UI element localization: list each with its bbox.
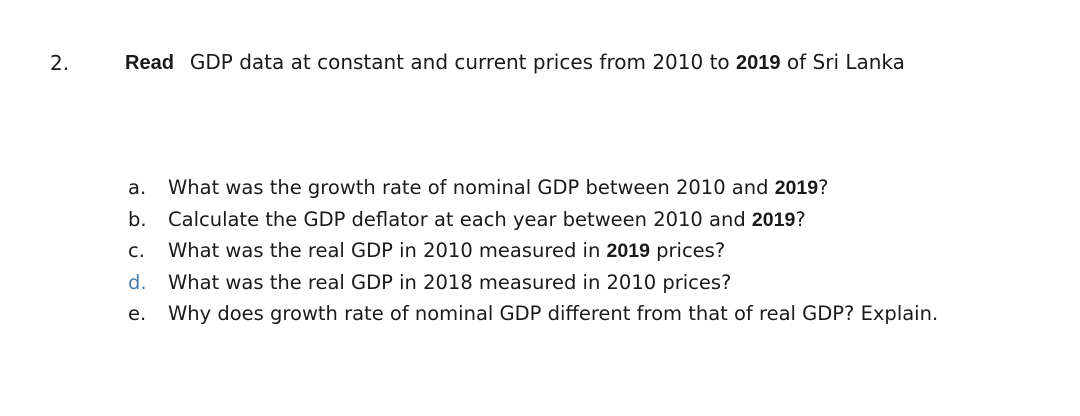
list-marker: e. [128,302,147,325]
subquestion-c: c. What was the real GDP in 2010 measured… [128,237,938,269]
subquestion-text-end: prices? [656,239,726,262]
subquestion-year: 2019 [751,208,796,231]
read-instruction: Read [125,52,174,74]
subquestion-year: 2019 [774,177,819,199]
subquestion-e: e. Why does growth rate of nominal GDP di… [128,300,938,332]
subquestion-text-end: ? [818,176,829,199]
question-number: 2. [50,51,70,75]
subquestion-year: 2019 [606,240,650,262]
subquestion-text-end: ? [795,207,806,231]
heading-year: 2019 [736,52,781,74]
heading-text-end: of Sri Lanka [786,50,905,74]
subquestion-d: d. What was the real GDP in 2018 measured… [128,269,938,301]
subquestion-text: What was the real GDP in 2010 measured i… [168,239,601,262]
heading-text: GDP data at constant and current prices … [189,50,730,74]
subquestion-b: b. Calculate the GDP deflator at each yea… [128,206,938,238]
question-heading: Read GDP data at constant and current pri… [125,50,905,75]
list-marker: c. [128,239,145,262]
subquestion-text: What was the real GDP in 2018 measured i… [168,270,732,294]
subquestion-text: Calculate the GDP deflator at each year … [168,207,746,231]
list-marker: d. [128,270,147,294]
subquestion-text: Why does growth rate of nominal GDP diff… [168,302,939,325]
subquestion-text: What was the growth rate of nominal GDP … [168,176,769,199]
list-marker: a. [128,176,147,199]
subquestion-list: a. What was the growth rate of nominal GD… [128,174,938,332]
subquestion-a: a. What was the growth rate of nominal GD… [128,174,938,206]
list-marker: b. [128,207,147,231]
